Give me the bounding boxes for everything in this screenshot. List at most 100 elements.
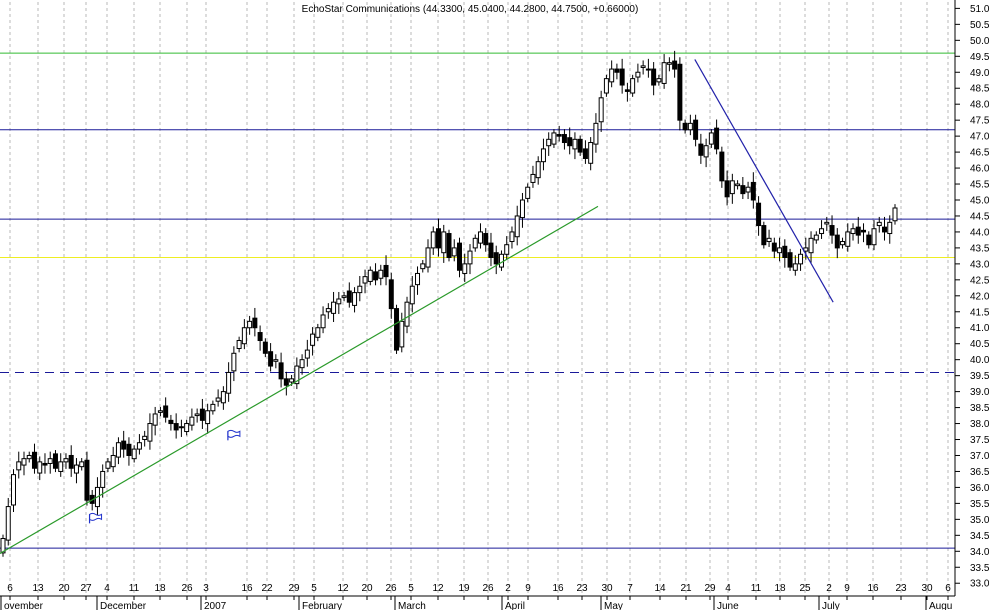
candle-body <box>561 134 567 144</box>
flag-cloth <box>89 512 103 521</box>
candle-body <box>199 408 205 421</box>
candle-body <box>462 263 468 274</box>
x-tick-label: 23 <box>576 583 588 594</box>
candle-body <box>404 301 410 327</box>
candle-body <box>430 231 436 249</box>
candle-body <box>10 474 16 506</box>
y-tick-label: 33.5 <box>970 563 990 574</box>
y-tick-label: 37.0 <box>970 451 990 462</box>
candle-body <box>603 78 609 94</box>
candle-body <box>126 443 132 456</box>
candle-body <box>572 138 578 150</box>
candle-body <box>535 161 541 179</box>
flag-markers <box>88 429 241 524</box>
candle-body <box>26 454 32 460</box>
month-label: April <box>505 601 525 610</box>
candle-body <box>273 359 279 362</box>
y-tick-label: 41.0 <box>970 323 990 334</box>
x-tick-label: 16 <box>867 583 879 594</box>
candle-body <box>882 226 888 233</box>
candle-body <box>567 137 573 147</box>
candle-body <box>231 352 237 372</box>
candle-body <box>493 252 499 265</box>
candle-body <box>540 148 546 163</box>
candle-body <box>388 279 394 310</box>
candle-body <box>415 272 421 286</box>
candle-body <box>362 276 368 284</box>
candle-body <box>215 397 221 402</box>
y-tick-label: 44.0 <box>970 227 990 238</box>
candle-body <box>698 143 704 156</box>
candle-body <box>672 60 678 70</box>
candle-body <box>173 423 179 431</box>
y-tick-label: 34.0 <box>970 547 990 558</box>
candle-body <box>729 180 735 195</box>
month-label: May <box>604 601 623 610</box>
y-tick-label: 47.0 <box>970 132 990 143</box>
y-tick-label: 41.5 <box>970 307 990 318</box>
y-tick-label: 40.0 <box>970 355 990 366</box>
candle-body <box>220 391 226 404</box>
candle-body <box>693 119 699 140</box>
x-tick-label: 12 <box>337 583 349 594</box>
candle-body <box>58 461 64 472</box>
candle-body <box>871 228 877 246</box>
x-tick-label: 20 <box>58 583 70 594</box>
candle-body <box>142 435 148 441</box>
candle-body <box>666 62 672 65</box>
candle-body <box>519 199 525 219</box>
candle-body <box>498 253 504 268</box>
candle-body <box>850 228 856 235</box>
x-tick-label: 18 <box>774 583 786 594</box>
candle-body <box>5 506 11 541</box>
x-tick-label: 22 <box>261 583 273 594</box>
candle-body <box>819 228 825 235</box>
candle-body <box>79 461 85 468</box>
x-tick-label: 3 <box>203 583 209 594</box>
month-label: Augu <box>929 601 952 610</box>
candle-body <box>756 202 762 227</box>
candle-body <box>278 362 284 380</box>
candle-body <box>829 225 835 236</box>
candle-body <box>163 405 169 418</box>
candle-body <box>687 122 693 131</box>
candle-body <box>331 301 337 314</box>
flag-cloth <box>227 429 241 438</box>
candle-body <box>304 349 310 359</box>
candle-body <box>399 320 405 348</box>
candle-body <box>63 458 69 463</box>
candle-body <box>121 440 127 450</box>
candle-body <box>661 62 667 84</box>
candle-body <box>724 180 730 198</box>
candle-body <box>289 378 295 383</box>
candle-body <box>110 454 116 468</box>
month-label: December <box>100 601 147 610</box>
x-tick-label: 18 <box>154 583 166 594</box>
y-tick-label: 47.5 <box>970 116 990 127</box>
candle-body <box>777 247 783 254</box>
y-tick-label: 42.0 <box>970 291 990 302</box>
candle-body <box>268 351 274 367</box>
candle-body <box>68 454 74 469</box>
candle-body <box>325 308 331 313</box>
candle-body <box>310 333 316 346</box>
x-tick-label: 16 <box>552 583 564 594</box>
candle-body <box>509 231 515 243</box>
candle-body <box>624 89 630 92</box>
candle-body <box>294 365 300 385</box>
candle-body <box>409 285 415 305</box>
candle-body <box>651 68 657 86</box>
candle-body <box>824 221 830 225</box>
candle-body <box>189 416 195 426</box>
candle-body <box>740 185 746 195</box>
candle-body <box>887 221 893 235</box>
candle-body <box>131 448 137 460</box>
candlestick-series <box>0 50 898 557</box>
x-tick-label: 11 <box>751 583 762 594</box>
candle-body <box>152 413 158 426</box>
candle-body <box>73 464 79 474</box>
y-axis: 51.0 50.5 50.0 49.5 49.0 48.5 48.0 47.5 47.0 46.5… <box>954 0 994 610</box>
y-tick-label: 45.0 <box>970 196 990 207</box>
